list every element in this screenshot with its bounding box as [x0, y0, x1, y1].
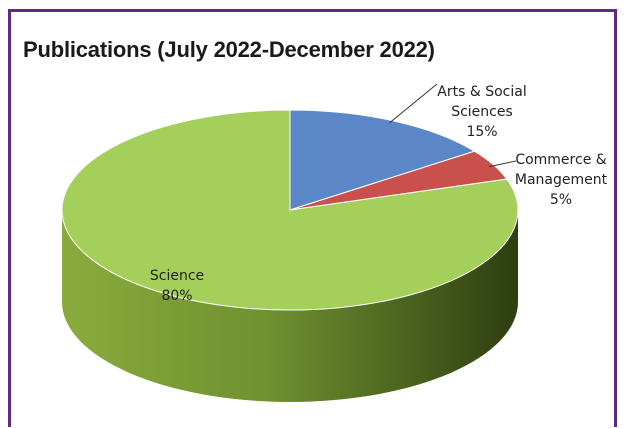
pie-slices: [61, 109, 519, 311]
slice-label: Science: [150, 268, 204, 284]
slice-value-label: 15%: [466, 124, 497, 140]
leader-line: [489, 160, 517, 168]
slice-label: Arts & Social: [437, 84, 526, 100]
pie-slice: [61, 109, 519, 311]
chart-title: Publications (July 2022-December 2022): [23, 37, 435, 62]
slice-value-label: 5%: [550, 192, 572, 208]
slice-label: Sciences: [451, 104, 513, 120]
slice-label: Management: [515, 172, 608, 188]
pie-slice: [289, 109, 476, 211]
leader-lines: [389, 83, 517, 168]
pie-depth: [62, 210, 518, 402]
slice-value-label: 80%: [161, 288, 192, 304]
pie-side-wall: [62, 210, 518, 402]
slice-label: Commerce &: [515, 152, 606, 168]
slice-labels: Arts & Social Sciences 15% Commerce & Manage…: [150, 84, 608, 304]
leader-line: [389, 83, 438, 124]
